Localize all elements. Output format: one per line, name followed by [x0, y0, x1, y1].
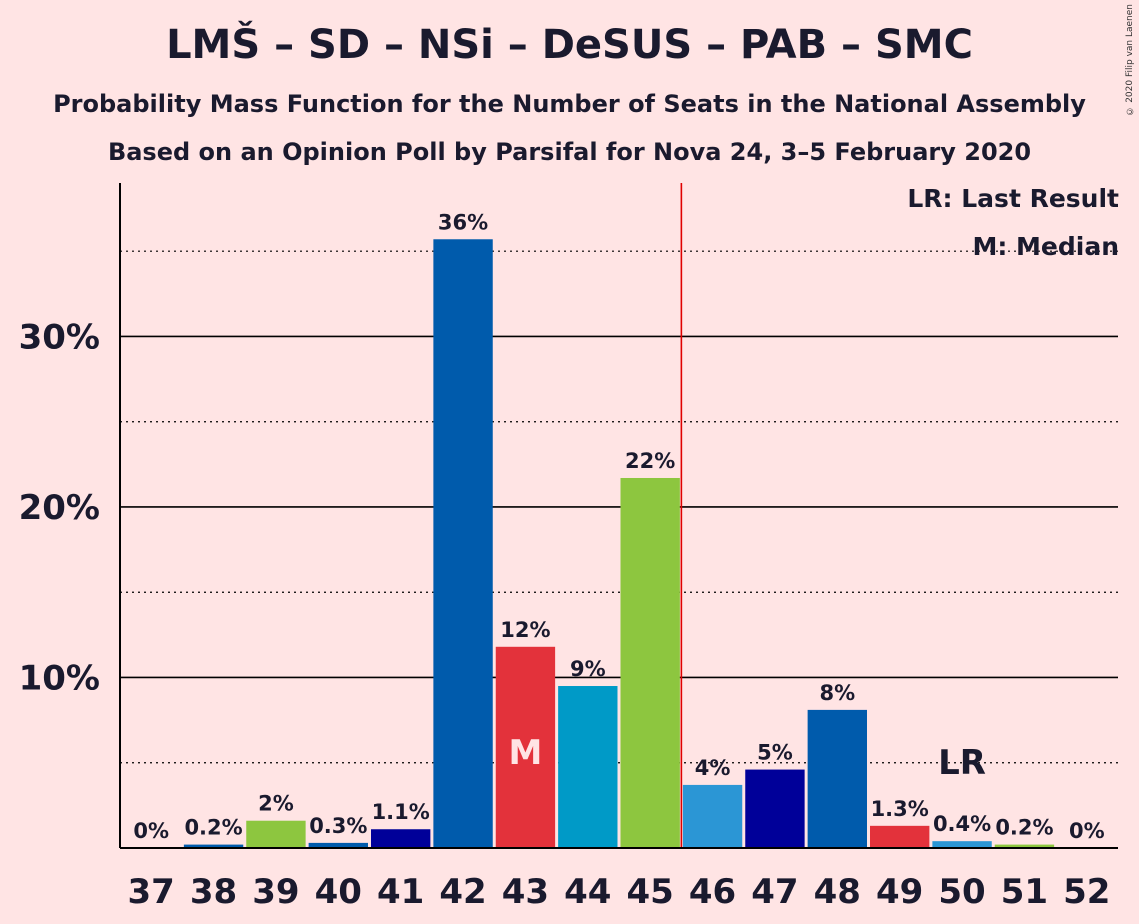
bar-39	[246, 820, 306, 848]
bar-49	[870, 825, 930, 848]
data-label-45: 22%	[625, 449, 675, 473]
bar-38	[183, 844, 244, 848]
bar-40	[308, 842, 368, 848]
x-tick-label-51: 51	[1001, 872, 1048, 912]
bar-45	[620, 477, 680, 848]
y-tick-label: 10%	[19, 658, 100, 698]
data-label-42: 36%	[438, 210, 488, 234]
data-label-52: 0%	[1069, 819, 1105, 843]
data-label-51: 0.2%	[995, 816, 1053, 840]
bar-43	[495, 646, 556, 848]
bar-44	[558, 686, 618, 848]
bar-41	[371, 829, 431, 848]
data-label-39: 2%	[258, 792, 294, 816]
y-tick-label: 30%	[19, 317, 100, 357]
x-tick-label-37: 37	[128, 872, 175, 912]
x-tick-label-48: 48	[814, 872, 861, 912]
x-tick-label-52: 52	[1063, 872, 1110, 912]
data-label-38: 0.2%	[184, 816, 242, 840]
legend-median: M: Median	[972, 232, 1119, 261]
bar-50	[932, 841, 992, 848]
data-label-50: 0.4%	[933, 812, 991, 836]
x-tick-label-46: 46	[689, 872, 736, 912]
median-marker: M	[509, 733, 543, 773]
bar-42	[433, 239, 493, 848]
x-tick-label-42: 42	[439, 872, 486, 912]
x-tick-label-50: 50	[938, 872, 985, 912]
x-tick-label-43: 43	[502, 872, 549, 912]
chart-subtitle: Probability Mass Function for the Number…	[53, 90, 1086, 118]
chart-title: LMŠ – SD – NSi – DeSUS – PAB – SMC	[166, 22, 973, 68]
data-label-43: 12%	[500, 618, 550, 642]
y-tick-label: 20%	[19, 488, 100, 528]
x-tick-label-38: 38	[190, 872, 237, 912]
bar-48	[807, 709, 867, 848]
x-tick-label-40: 40	[315, 872, 362, 912]
x-tick-label-39: 39	[252, 872, 299, 912]
data-label-40: 0.3%	[309, 814, 367, 838]
data-label-44: 9%	[570, 657, 606, 681]
last-result-marker: LR	[938, 743, 986, 783]
data-label-49: 1.3%	[871, 797, 929, 821]
x-tick-label-45: 45	[627, 872, 674, 912]
bar-47	[745, 769, 805, 848]
data-label-47: 5%	[757, 741, 793, 765]
data-label-46: 4%	[695, 756, 731, 780]
x-tick-label-49: 49	[876, 872, 923, 912]
x-tick-label-41: 41	[377, 872, 424, 912]
data-label-41: 1.1%	[372, 800, 430, 824]
legend-last-result: LR: Last Result	[907, 184, 1119, 213]
x-tick-label-47: 47	[751, 872, 798, 912]
x-tick-label-44: 44	[564, 872, 611, 912]
bar-51	[994, 844, 1055, 848]
chart-source: Based on an Opinion Poll by Parsifal for…	[107, 138, 1032, 166]
bar-46	[682, 784, 743, 848]
data-label-48: 8%	[819, 681, 855, 705]
data-label-37: 0%	[133, 819, 169, 843]
